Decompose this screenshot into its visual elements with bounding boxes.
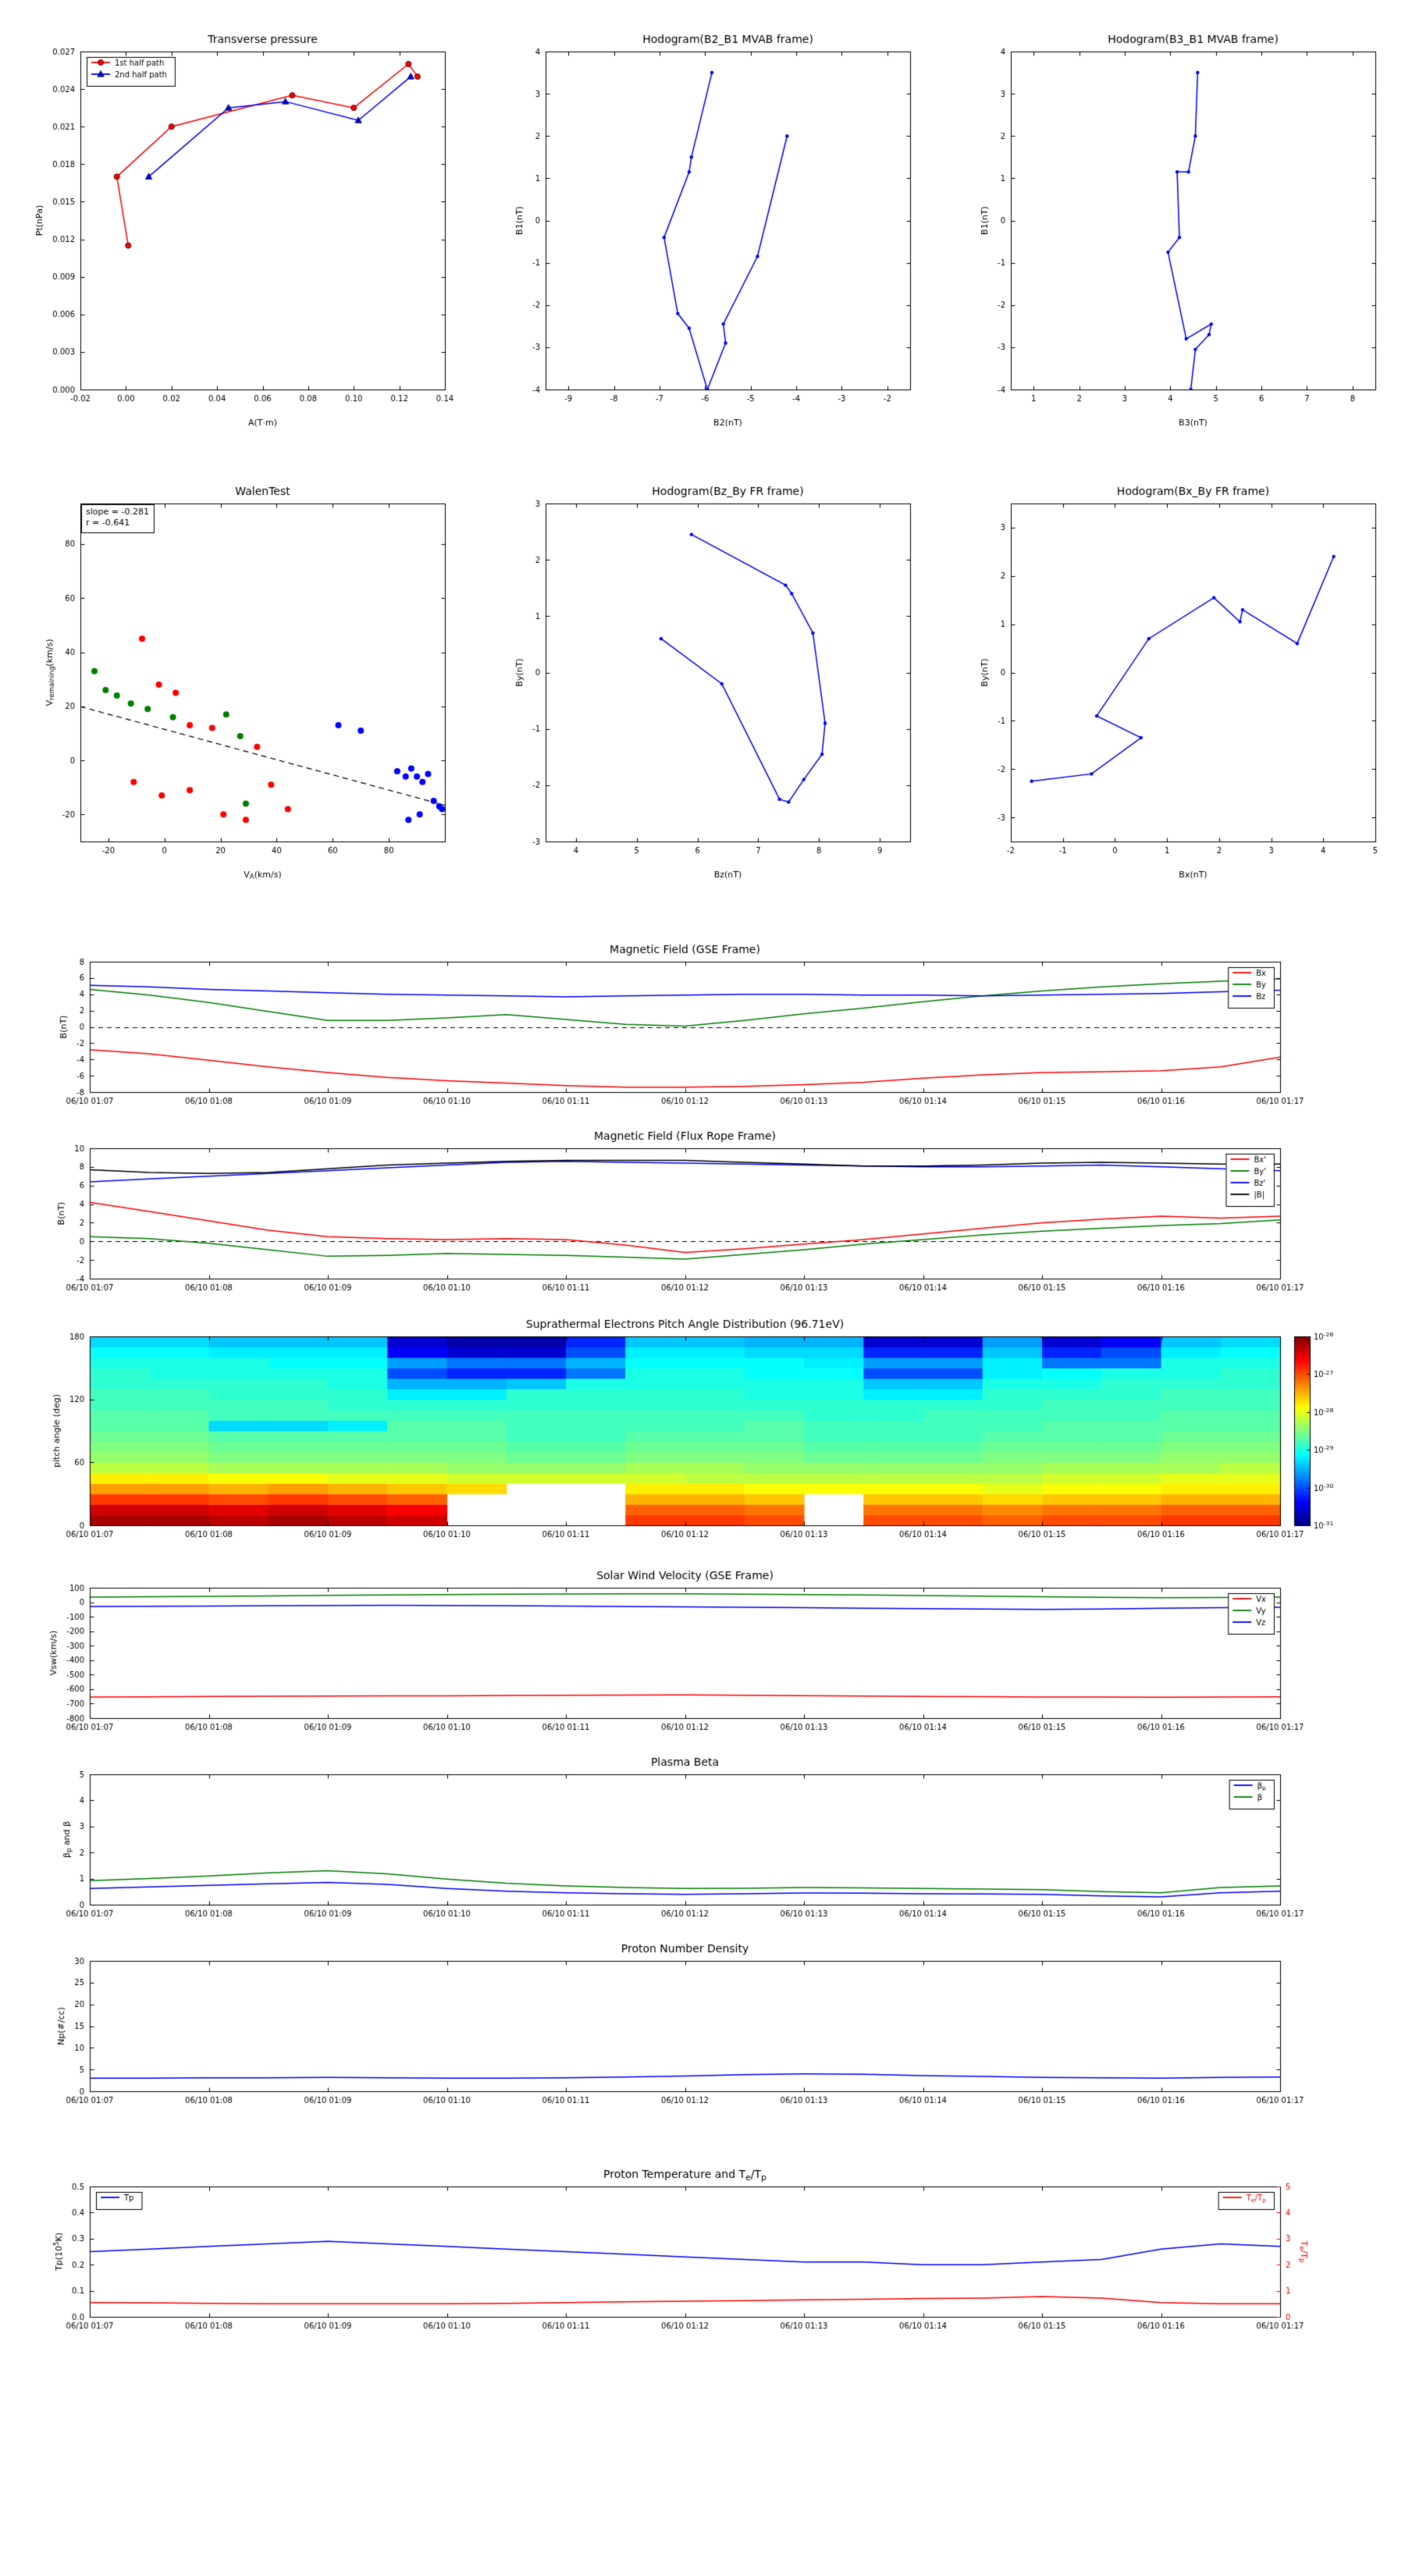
chart-hodogram-bz-by-fr: [471, 463, 932, 904]
chart-electron-pitch-angle-heatmap: [39, 1311, 1366, 1561]
chart-plasma-beta: [39, 1751, 1366, 1934]
chart-transverse-pressure: [6, 11, 467, 452]
chart-walen-test: [6, 463, 467, 904]
chart-proton-temperature: [39, 2163, 1366, 2347]
chart-solar-wind-velocity: [39, 1564, 1366, 1748]
row-top-plots: [0, 11, 1405, 452]
chart-proton-number-density: [39, 1937, 1366, 2121]
row-second-plots: [0, 463, 1405, 904]
chart-magnetic-field-gse: [39, 938, 1366, 1122]
chart-hodogram-bx-by-fr: [937, 463, 1397, 904]
chart-hodogram-b2-b1-mvab: [471, 11, 932, 452]
chart-magnetic-field-flux-rope: [39, 1125, 1366, 1308]
time-series-stack: [0, 938, 1405, 2347]
chart-hodogram-b3-b1-mvab: [937, 11, 1397, 452]
